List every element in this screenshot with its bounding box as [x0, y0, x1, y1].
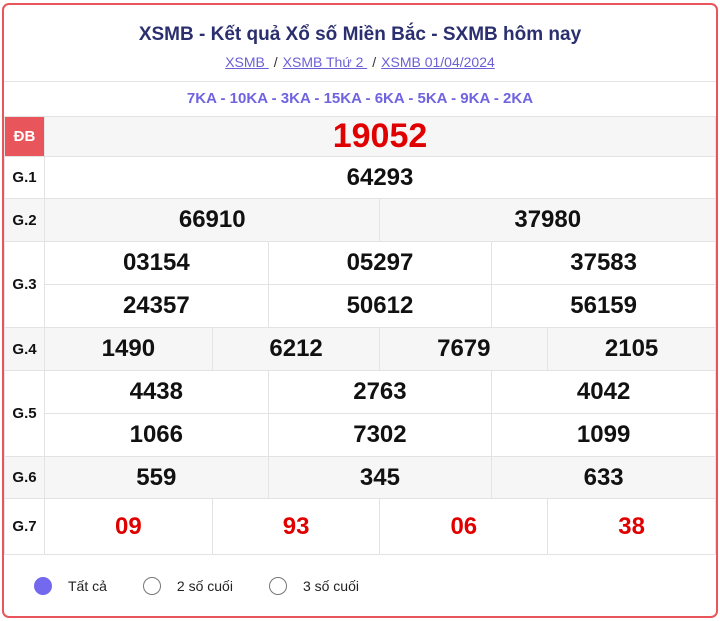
filter-last-3-radio[interactable]: 3 số cuối [268, 577, 359, 595]
prize-number: 2105 [547, 327, 716, 371]
filter-last-2-radio[interactable]: 2 số cuối [142, 577, 233, 595]
prize-row-db: ĐB 19052 [4, 116, 716, 157]
prize-number: 37583 [491, 241, 716, 285]
page-title: XSMB - Kết quả Xổ số Miền Bắc - SXMB hôm… [138, 24, 582, 45]
prize-number: 1066 [44, 413, 269, 457]
prize-label: G.2 [4, 198, 45, 242]
prize-number: 03154 [44, 241, 269, 285]
radio-unselected-icon[interactable] [268, 577, 287, 595]
prize-number: 6212 [211, 327, 381, 371]
prize-number: 7679 [379, 327, 549, 371]
prize-number: 7302 [267, 413, 493, 457]
prize-number: 09 [44, 498, 213, 555]
prize-row-g5: G.5 4438 2763 4042 [4, 370, 716, 457]
prize-number: 1099 [491, 413, 716, 457]
prize-number: 37980 [379, 198, 716, 242]
radio-selected-icon[interactable] [34, 577, 52, 595]
results-table: ĐB 19052 G.1 64293 G.2 66910 37980 G.3 0… [4, 116, 716, 555]
prize-row-g1: G.1 64293 [4, 156, 716, 199]
prize-label: G.6 [4, 456, 45, 499]
prize-row-g7: G.7 09 93 06 38 [4, 498, 716, 555]
prize-label: G.7 [4, 498, 45, 555]
prize-label: G.1 [4, 156, 45, 199]
prize-number: 56159 [491, 284, 716, 328]
prize-label: G.5 [4, 370, 45, 457]
prize-row-g4: G.4 1490 6212 7679 2105 [4, 327, 716, 371]
prize-row-g6: G.6 559 345 633 [4, 456, 716, 499]
prize-row-g5: 1066 7302 1099 [5, 413, 716, 457]
prize-number: 4042 [491, 370, 716, 414]
prize-row-g2: G.2 66910 37980 [4, 198, 716, 242]
radio-unselected-icon[interactable] [142, 577, 161, 595]
prize-row-g3: 24357 50612 56159 [5, 284, 716, 328]
digit-filter: Tất cả 2 số cuối 3 số cuối [4, 555, 716, 616]
breadcrumb: XSMB / XSMB Thứ 2 /XSMB 01/04/2024 [225, 54, 495, 70]
prize-number: 633 [491, 456, 716, 499]
filter-all-radio[interactable]: Tất cả [34, 577, 107, 595]
prize-number: 06 [379, 498, 549, 555]
prize-number: 345 [267, 456, 493, 499]
prize-row-g3: G.3 03154 05297 37583 [4, 241, 716, 328]
prize-number: 19052 [44, 116, 716, 157]
prize-number: 66910 [43, 198, 381, 242]
prize-number: 4438 [44, 370, 269, 414]
prize-number: 05297 [267, 241, 493, 285]
prize-number: 38 [547, 498, 716, 555]
prize-number: 24357 [44, 284, 269, 328]
breadcrumb-date[interactable]: XSMB 01/04/2024 [381, 54, 495, 70]
special-codes: 7KA - 10KA - 3KA - 15KA - 6KA - 5KA - 9K… [4, 81, 716, 116]
prize-number: 93 [211, 498, 381, 555]
results-card: XSMB - Kết quả Xổ số Miền Bắc - SXMB hôm… [2, 3, 718, 618]
prize-label: ĐB [4, 116, 45, 157]
prize-number: 50612 [267, 284, 493, 328]
breadcrumb-xsmb-thu-2[interactable]: XSMB Thứ 2 [282, 54, 368, 70]
prize-number: 559 [44, 456, 269, 499]
prize-number: 64293 [44, 156, 716, 199]
prize-label: G.4 [4, 327, 45, 371]
prize-label: G.3 [4, 241, 45, 328]
breadcrumb-xsmb[interactable]: XSMB [225, 54, 269, 70]
prize-number: 1490 [44, 327, 213, 371]
prize-number: 2763 [267, 370, 493, 414]
